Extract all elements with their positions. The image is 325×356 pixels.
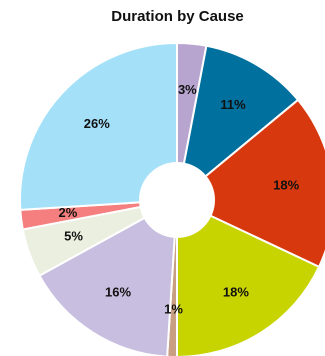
pie-slice	[175, 44, 300, 203]
slice-label: 16%	[105, 284, 131, 299]
pie-slice	[38, 198, 179, 356]
pie-slices	[19, 41, 325, 356]
pie-slice	[19, 41, 178, 211]
pie-slice	[176, 198, 321, 356]
slice-label: 3%	[178, 82, 197, 97]
pie-slice	[175, 98, 325, 269]
slice-label: 2%	[58, 205, 77, 220]
donut-hole	[139, 162, 215, 238]
slice-labels: 3% 11% 18% 18% 1% 16% 5% 2% 26%	[58, 82, 299, 316]
slice-label: 18%	[223, 284, 249, 299]
slice-label: 26%	[84, 116, 110, 131]
chart-title: Duration by Cause	[111, 8, 244, 25]
slice-label: 1%	[164, 301, 183, 316]
slice-label: 5%	[64, 229, 83, 244]
slice-label: 18%	[273, 178, 299, 193]
pie-slice	[166, 199, 178, 356]
slice-label: 11%	[220, 97, 246, 112]
